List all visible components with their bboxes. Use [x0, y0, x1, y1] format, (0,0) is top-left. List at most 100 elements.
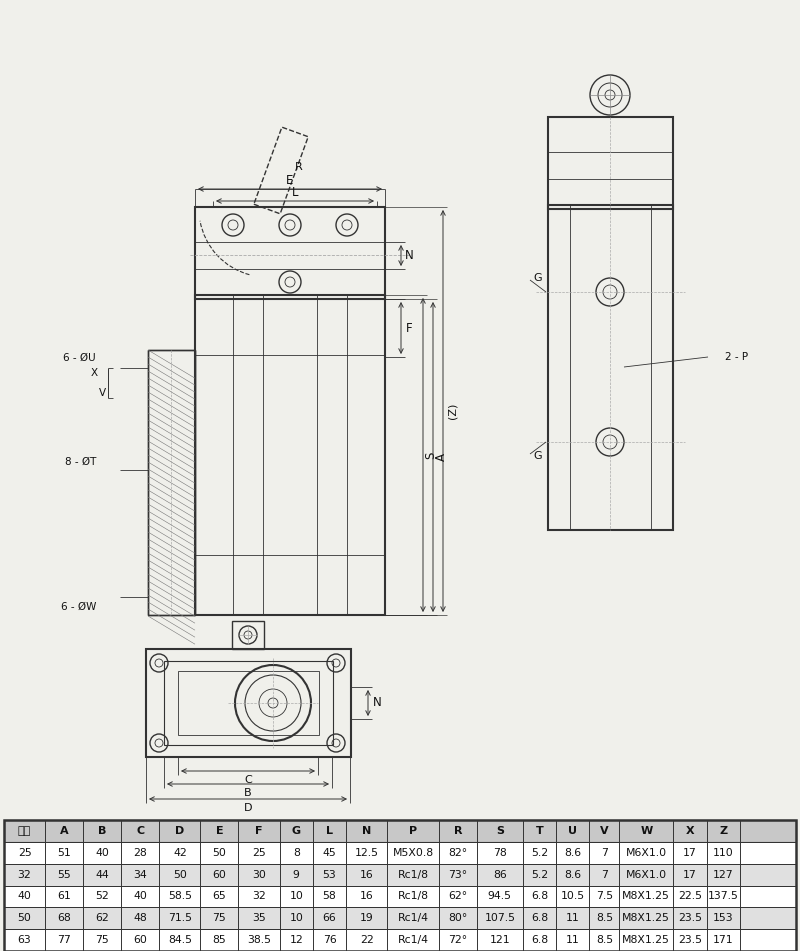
Text: A: A	[60, 825, 69, 836]
Text: 153: 153	[713, 913, 734, 923]
Bar	[148, 350, 195, 615]
Text: D: D	[244, 803, 252, 813]
Text: 11: 11	[566, 913, 579, 923]
Text: 50: 50	[18, 913, 31, 923]
Text: 58: 58	[322, 891, 336, 902]
Text: N: N	[405, 249, 414, 262]
Text: 8.5: 8.5	[596, 913, 613, 923]
Text: 8.6: 8.6	[564, 869, 582, 880]
Text: N: N	[362, 825, 371, 836]
Text: 84.5: 84.5	[168, 935, 192, 945]
Text: 25: 25	[252, 847, 266, 858]
Text: G: G	[534, 273, 542, 283]
Text: 65: 65	[213, 891, 226, 902]
Text: 17: 17	[683, 847, 697, 858]
Text: 5.2: 5.2	[531, 847, 548, 858]
Text: 8.5: 8.5	[596, 935, 613, 945]
Text: 23.5: 23.5	[678, 935, 702, 945]
Text: Rc1/4: Rc1/4	[398, 913, 429, 923]
Text: 48: 48	[134, 913, 147, 923]
Text: M8X1.25: M8X1.25	[622, 891, 670, 902]
Text: 10.5: 10.5	[561, 891, 585, 902]
Text: R: R	[454, 825, 462, 836]
Text: 5.2: 5.2	[531, 869, 548, 880]
Text: 60: 60	[213, 869, 226, 880]
Text: D: D	[175, 825, 185, 836]
Text: 6.8: 6.8	[531, 913, 548, 923]
Text: 86: 86	[493, 869, 506, 880]
Text: 77: 77	[58, 935, 71, 945]
Text: 7.5: 7.5	[596, 891, 613, 902]
Text: F: F	[255, 825, 262, 836]
Text: 23.5: 23.5	[678, 913, 702, 923]
Text: C: C	[244, 775, 252, 785]
Text: 7: 7	[601, 847, 608, 858]
Text: B: B	[98, 825, 106, 836]
Text: 110: 110	[713, 847, 734, 858]
Text: 28: 28	[134, 847, 147, 858]
Text: 75: 75	[213, 913, 226, 923]
Bar	[195, 207, 385, 299]
Text: 19: 19	[360, 913, 374, 923]
Text: S: S	[496, 825, 504, 836]
Text: 121: 121	[490, 935, 510, 945]
Text: 6 - ØU: 6 - ØU	[63, 353, 96, 363]
Text: 61: 61	[58, 891, 71, 902]
Text: 127: 127	[713, 869, 734, 880]
Text: 8: 8	[293, 847, 300, 858]
Text: X: X	[90, 368, 98, 378]
Text: 45: 45	[322, 847, 336, 858]
Text: M6X1.0: M6X1.0	[626, 847, 667, 858]
Text: 51: 51	[58, 847, 71, 858]
Text: 42: 42	[173, 847, 186, 858]
Text: 10: 10	[290, 891, 303, 902]
Text: 62: 62	[95, 913, 109, 923]
Bar	[146, 649, 351, 757]
Text: M8X1.25: M8X1.25	[622, 913, 670, 923]
Text: 16: 16	[360, 869, 374, 880]
Text: 12: 12	[290, 935, 303, 945]
Text: 缸径: 缸径	[18, 825, 31, 836]
Text: 107.5: 107.5	[484, 913, 515, 923]
Text: V: V	[98, 388, 106, 398]
Text: 7: 7	[601, 869, 608, 880]
Bar	[148, 350, 195, 615]
Text: 6.8: 6.8	[531, 935, 548, 945]
Text: M8X1.25: M8X1.25	[622, 935, 670, 945]
Text: M6X1.0: M6X1.0	[626, 869, 667, 880]
Bar	[178, 671, 319, 735]
Text: S: S	[425, 452, 438, 458]
Text: C: C	[136, 825, 144, 836]
Bar	[4, 820, 796, 951]
Text: 63: 63	[18, 935, 31, 945]
Text: R: R	[295, 162, 303, 172]
Text: 82°: 82°	[448, 847, 467, 858]
Text: W: W	[640, 825, 653, 836]
Text: 32: 32	[18, 869, 31, 880]
Text: E: E	[286, 173, 294, 186]
Bar	[4, 929, 796, 951]
Text: 8 - ØT: 8 - ØT	[65, 457, 96, 467]
Text: 40: 40	[18, 891, 31, 902]
Text: 8.6: 8.6	[564, 847, 582, 858]
Text: (Z): (Z)	[448, 403, 458, 419]
Text: L: L	[326, 825, 333, 836]
Text: M5X0.8: M5X0.8	[393, 847, 434, 858]
Text: P: P	[409, 825, 417, 836]
Text: 32: 32	[252, 891, 266, 902]
Text: Z: Z	[719, 825, 727, 836]
Text: L: L	[292, 186, 298, 200]
Text: 62°: 62°	[448, 891, 467, 902]
Text: 38.5: 38.5	[247, 935, 271, 945]
Text: 68: 68	[58, 913, 71, 923]
Text: 22: 22	[360, 935, 374, 945]
Text: 40: 40	[95, 847, 109, 858]
Text: 137.5: 137.5	[708, 891, 738, 902]
Text: 80°: 80°	[448, 913, 467, 923]
Text: F: F	[406, 321, 412, 335]
Text: 35: 35	[252, 913, 266, 923]
Bar	[4, 842, 796, 864]
Text: Rc1/8: Rc1/8	[398, 869, 429, 880]
Text: 30: 30	[252, 869, 266, 880]
Text: 34: 34	[134, 869, 147, 880]
